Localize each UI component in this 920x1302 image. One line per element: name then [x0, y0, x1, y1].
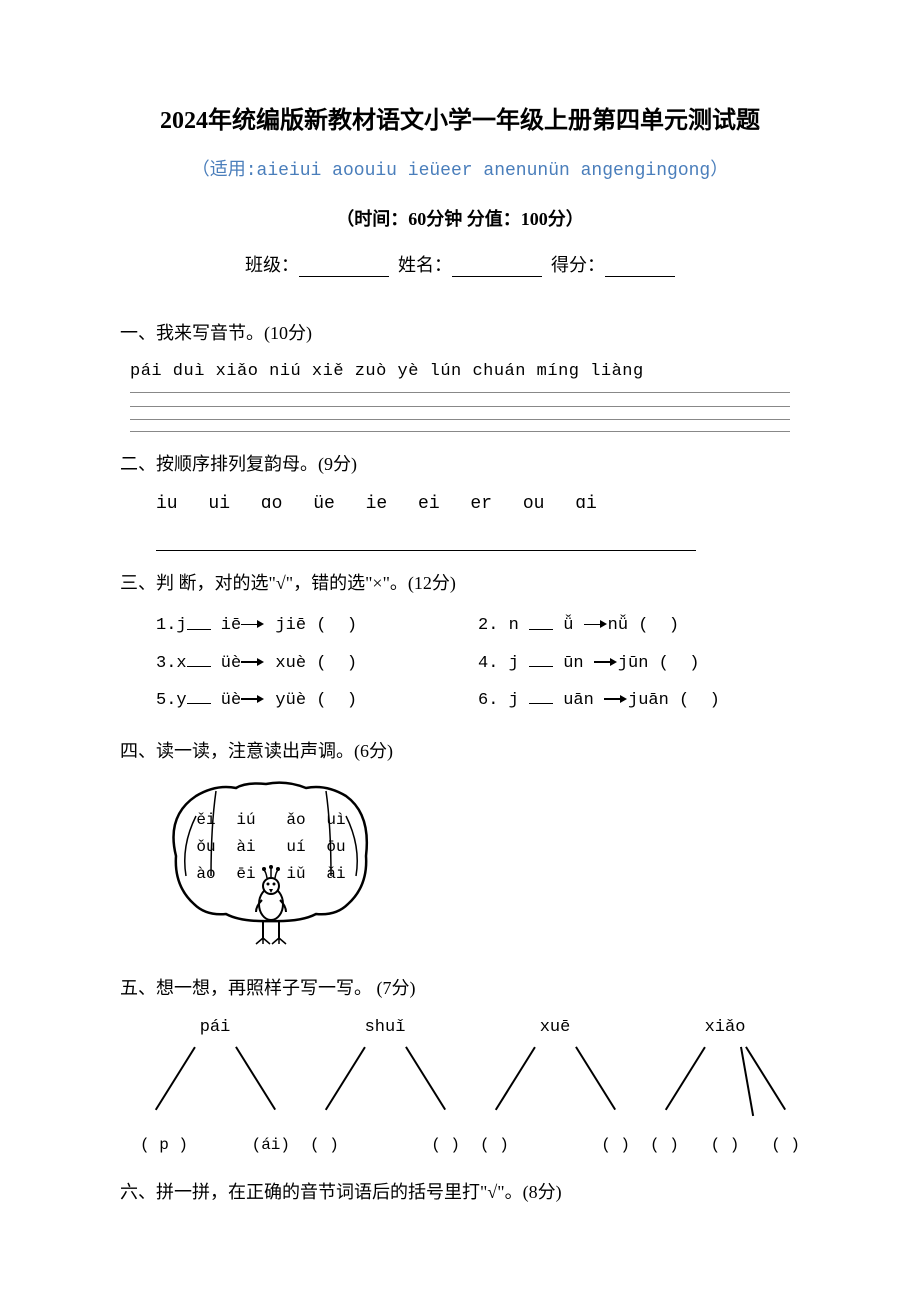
svg-text:ǎo: ǎo — [286, 811, 305, 829]
q3-item: 1.j iē jiē ( ) — [156, 607, 478, 644]
q5-right[interactable]: ( ) — [771, 1131, 800, 1160]
svg-text:ào: ào — [196, 865, 215, 883]
q5-right[interactable]: ( ) — [601, 1131, 630, 1160]
question-6: 六、拼一拼，在正确的音节词语后的括号里打"√"。(8分) — [120, 1176, 800, 1208]
q6-title: 六、拼一拼，在正确的音节词语后的括号里打"√"。(8分) — [120, 1176, 800, 1208]
svg-text:iǔ: iǔ — [286, 865, 305, 883]
q3-item: 6. j uān juān ( ) — [478, 682, 800, 719]
q5-branches — [650, 1047, 800, 1127]
arrow-right-icon — [241, 620, 265, 630]
peacock-illustration: ěi iú ǎo uì ǒu ài uí ōu ào iǔ ǎi ēi — [156, 776, 800, 956]
arrow-right-icon — [584, 620, 608, 630]
question-5: 五、想一想，再照样子写一写。 (7分) pái( p )(ái)shuǐ( )(… — [120, 972, 800, 1160]
class-label: 班级： — [245, 255, 299, 275]
svg-text:ǒu: ǒu — [196, 838, 215, 856]
q5-item: xuē ( ) ( ) — [480, 1013, 630, 1160]
question-2: 二、按顺序排列复韵母。(9分) iu ui ɑo üe ie ei er ou … — [120, 448, 800, 551]
svg-text:ěi: ěi — [196, 811, 215, 829]
svg-text:uì: uì — [326, 811, 345, 829]
q5-bottom: ( ) ( ) — [480, 1131, 630, 1160]
q5-left[interactable]: ( ) — [310, 1131, 339, 1160]
question-1: 一、我来写音节。(10分) pái duì xiǎo niú xiě zuò y… — [120, 317, 800, 432]
q5-title: 五、想一想，再照样子写一写。 (7分) — [120, 972, 800, 1004]
q1-pinyin: pái duì xiǎo niú xiě zuò yè lún chuán mí… — [130, 357, 800, 388]
q5-branches — [310, 1047, 460, 1127]
page-subtitle: （适用:aieiui aoouiu ieüeer anenunün angeng… — [120, 155, 800, 181]
q4-title: 四、读一读，注意读出声调。(6分) — [120, 735, 800, 767]
q2-title: 二、按顺序排列复韵母。(9分) — [120, 448, 800, 480]
svg-text:iú: iú — [236, 811, 255, 829]
class-blank[interactable] — [299, 259, 389, 277]
q5-mid[interactable]: ( ) — [711, 1131, 740, 1160]
q3-row: 5.y üè yüè ( )6. j uān juān ( ) — [156, 682, 800, 719]
q5-top: xuē — [480, 1013, 630, 1044]
q5-item: shuǐ ( ) ( ) — [310, 1013, 460, 1160]
q1-writing-lines[interactable] — [130, 392, 790, 432]
arrow-right-icon — [241, 657, 265, 667]
arrow-right-icon — [594, 657, 618, 667]
q5-bottom: ( p ) (ái) — [140, 1131, 290, 1160]
svg-text:ǎi: ǎi — [326, 865, 345, 883]
q5-left[interactable]: ( ) — [480, 1131, 509, 1160]
q5-top: xiǎo — [650, 1013, 800, 1044]
q3-row: 1.j iē jiē ( )2. n ǚ nǚ ( ) — [156, 607, 800, 644]
time-info: （时间：60分钟 分值：100分） — [120, 205, 800, 231]
page-title: 2024年统编版新教材语文小学一年级上册第四单元测试题 — [120, 100, 800, 135]
q5-top: pái — [140, 1013, 290, 1044]
q5-left[interactable]: ( ) — [650, 1131, 679, 1160]
q5-bottom: ( ) ( ) — [310, 1131, 460, 1160]
q2-items: iu ui ɑo üe ie ei er ou ɑi — [156, 488, 800, 520]
svg-text:ēi: ēi — [236, 865, 255, 883]
q5-right[interactable]: (ái) — [252, 1131, 290, 1160]
q5-item: pái ( p ) (ái) — [140, 1013, 290, 1160]
name-blank[interactable] — [452, 259, 542, 277]
score-label: 得分： — [551, 255, 605, 275]
q1-title: 一、我来写音节。(10分) — [120, 317, 800, 349]
q3-item: 4. j ūn jūn ( ) — [478, 645, 800, 682]
svg-text:ài: ài — [236, 838, 255, 856]
q5-top: shuǐ — [310, 1013, 460, 1044]
arrow-right-icon — [241, 694, 265, 704]
q3-item: 2. n ǚ nǚ ( ) — [478, 607, 800, 644]
q5-bottom: ( ) ( ) ( ) — [650, 1131, 800, 1160]
svg-text:ōu: ōu — [326, 838, 345, 856]
q5-left[interactable]: ( p ) — [140, 1131, 188, 1160]
arrow-right-icon — [604, 694, 628, 704]
q3-title: 三、判 断，对的选"√"，错的选"×"。(12分) — [120, 567, 800, 599]
q5-branches — [480, 1047, 630, 1127]
svg-text:uí: uí — [286, 838, 305, 856]
q5-right[interactable]: ( ) — [431, 1131, 460, 1160]
score-blank[interactable] — [605, 259, 675, 277]
question-4: 四、读一读，注意读出声调。(6分) ěi iú ǎo uì ǒu ài uí ōu ào iǔ ǎi… — [120, 735, 800, 956]
q2-answer-line[interactable] — [156, 529, 696, 551]
student-info-row: 班级： 姓名： 得分： — [120, 251, 800, 277]
q3-item: 3.x üè xuè ( ) — [156, 645, 478, 682]
question-3: 三、判 断，对的选"√"，错的选"×"。(12分) 1.j iē jiē ( )… — [120, 567, 800, 720]
q5-item: xiǎo ( ) ( ) ( ) — [650, 1013, 800, 1160]
name-label: 姓名： — [398, 255, 452, 275]
q5-branches — [140, 1047, 290, 1127]
q3-item: 5.y üè yüè ( ) — [156, 682, 478, 719]
q3-row: 3.x üè xuè ( )4. j ūn jūn ( ) — [156, 645, 800, 682]
